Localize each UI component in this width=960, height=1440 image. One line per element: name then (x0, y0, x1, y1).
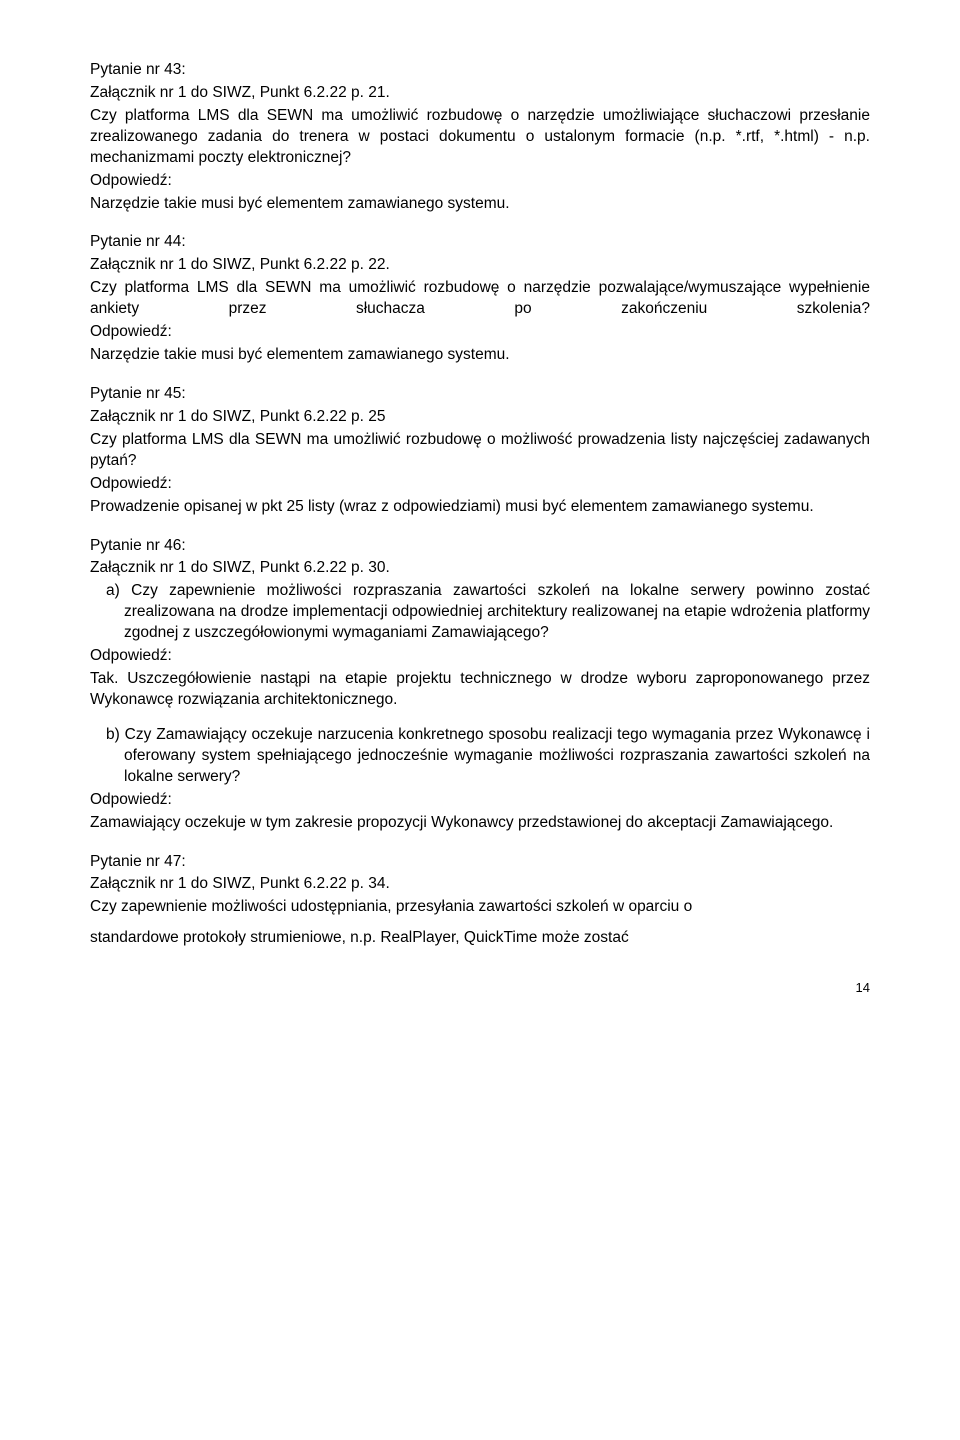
q46-a: a) Czy zapewnienie możliwości rozpraszan… (90, 581, 870, 644)
q43-ans: Narzędzie takie musi być elementem zamaw… (90, 194, 870, 215)
q47-text2: standardowe protokoły strumieniowe, n.p.… (90, 928, 870, 949)
q45-ref: Załącznik nr 1 do SIWZ, Punkt 6.2.22 p. … (90, 407, 870, 428)
q43-ans-label: Odpowiedź: (90, 171, 870, 192)
q46-ref: Załącznik nr 1 do SIWZ, Punkt 6.2.22 p. … (90, 558, 870, 579)
q46-header: Pytanie nr 46: (90, 536, 870, 557)
q47-text1: Czy zapewnienie możliwości udostępniania… (90, 897, 870, 918)
question-47: Pytanie nr 47: Załącznik nr 1 do SIWZ, P… (90, 852, 870, 950)
page-number: 14 (90, 979, 870, 997)
q44-header: Pytanie nr 44: (90, 232, 870, 253)
question-44: Pytanie nr 44: Załącznik nr 1 do SIWZ, P… (90, 232, 870, 366)
q46-ans-b: Zamawiający oczekuje w tym zakresie prop… (90, 813, 870, 834)
question-43: Pytanie nr 43: Załącznik nr 1 do SIWZ, P… (90, 60, 870, 214)
q46-b: b) Czy Zamawiający oczekuje narzucenia k… (90, 725, 870, 788)
q46-ans-label-a: Odpowiedź: (90, 646, 870, 667)
q43-ref: Załącznik nr 1 do SIWZ, Punkt 6.2.22 p. … (90, 83, 870, 104)
q45-ans: Prowadzenie opisanej w pkt 25 listy (wra… (90, 497, 870, 518)
q44-text: Czy platforma LMS dla SEWN ma umożliwić … (90, 278, 870, 320)
q46-ans-a: Tak. Uszczegółowienie nastąpi na etapie … (90, 669, 870, 711)
q47-header: Pytanie nr 47: (90, 852, 870, 873)
q44-ans: Narzędzie takie musi być elementem zamaw… (90, 345, 870, 366)
q45-header: Pytanie nr 45: (90, 384, 870, 405)
q43-text: Czy platforma LMS dla SEWN ma umożliwić … (90, 106, 870, 169)
q43-header: Pytanie nr 43: (90, 60, 870, 81)
q44-ans-label: Odpowiedź: (90, 322, 870, 343)
q45-text: Czy platforma LMS dla SEWN ma umożliwić … (90, 430, 870, 472)
q44-ref: Załącznik nr 1 do SIWZ, Punkt 6.2.22 p. … (90, 255, 870, 276)
q46-ans-label-b: Odpowiedź: (90, 790, 870, 811)
q47-ref: Załącznik nr 1 do SIWZ, Punkt 6.2.22 p. … (90, 874, 870, 895)
question-45: Pytanie nr 45: Załącznik nr 1 do SIWZ, P… (90, 384, 870, 518)
q45-ans-label: Odpowiedź: (90, 474, 870, 495)
question-46: Pytanie nr 46: Załącznik nr 1 do SIWZ, P… (90, 536, 870, 834)
